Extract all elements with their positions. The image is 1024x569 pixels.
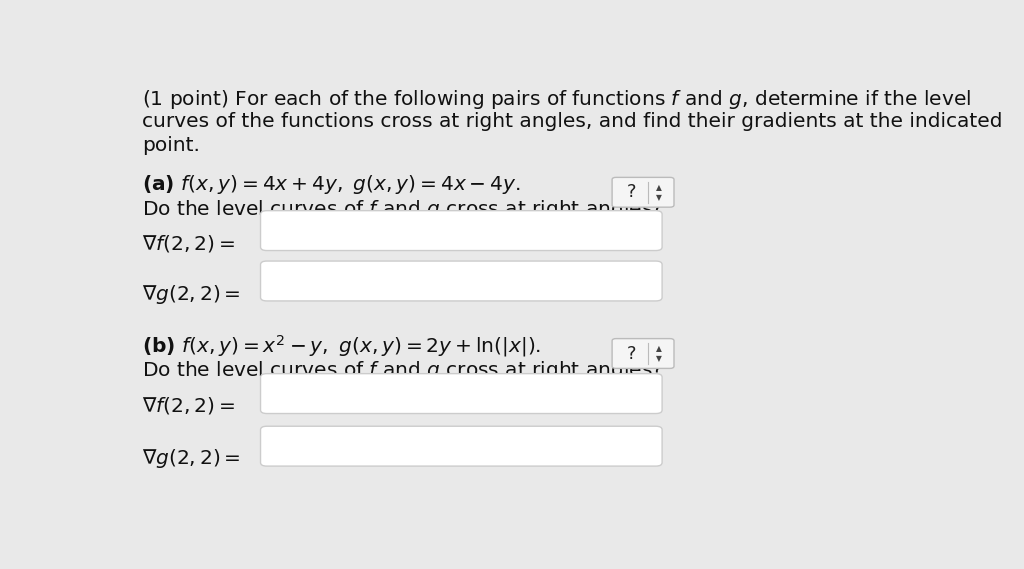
FancyBboxPatch shape bbox=[260, 374, 663, 414]
FancyBboxPatch shape bbox=[260, 261, 663, 301]
Text: ▼: ▼ bbox=[656, 354, 663, 363]
Text: $\nabla f(2, 2) =$: $\nabla f(2, 2) =$ bbox=[142, 233, 236, 254]
Text: Do the level curves of $f$ and $g$ cross at right angles?: Do the level curves of $f$ and $g$ cross… bbox=[142, 359, 663, 382]
Text: curves of the functions cross at right angles, and find their gradients at the i: curves of the functions cross at right a… bbox=[142, 112, 1002, 131]
Text: ?: ? bbox=[627, 344, 636, 362]
Text: ?: ? bbox=[627, 183, 636, 201]
Text: $\nabla g(2, 2) =$: $\nabla g(2, 2) =$ bbox=[142, 283, 241, 306]
Text: point.: point. bbox=[142, 136, 200, 155]
Text: ▼: ▼ bbox=[656, 193, 663, 202]
Text: ▲: ▲ bbox=[656, 344, 663, 353]
Text: $\mathbf{(b)}$ $f(x, y) = x^2 - y,\ g(x, y) = 2y + \ln(|x|).$: $\mathbf{(b)}$ $f(x, y) = x^2 - y,\ g(x,… bbox=[142, 333, 542, 359]
FancyBboxPatch shape bbox=[260, 211, 663, 250]
FancyBboxPatch shape bbox=[612, 339, 674, 368]
Text: $\nabla f(2, 2) =$: $\nabla f(2, 2) =$ bbox=[142, 395, 236, 416]
Text: $\nabla g(2, 2) =$: $\nabla g(2, 2) =$ bbox=[142, 447, 241, 470]
Text: $\mathbf{(a)}$ $f(x, y) = 4x + 4y,\ g(x, y) = 4x - 4y.$: $\mathbf{(a)}$ $f(x, y) = 4x + 4y,\ g(x,… bbox=[142, 172, 521, 196]
Text: Do the level curves of $f$ and $g$ cross at right angles?: Do the level curves of $f$ and $g$ cross… bbox=[142, 198, 663, 221]
Text: (1 point) For each of the following pairs of functions $f$ and $g$, determine if: (1 point) For each of the following pair… bbox=[142, 88, 972, 111]
Text: ▲: ▲ bbox=[656, 183, 663, 192]
FancyBboxPatch shape bbox=[260, 426, 663, 466]
FancyBboxPatch shape bbox=[612, 178, 674, 207]
